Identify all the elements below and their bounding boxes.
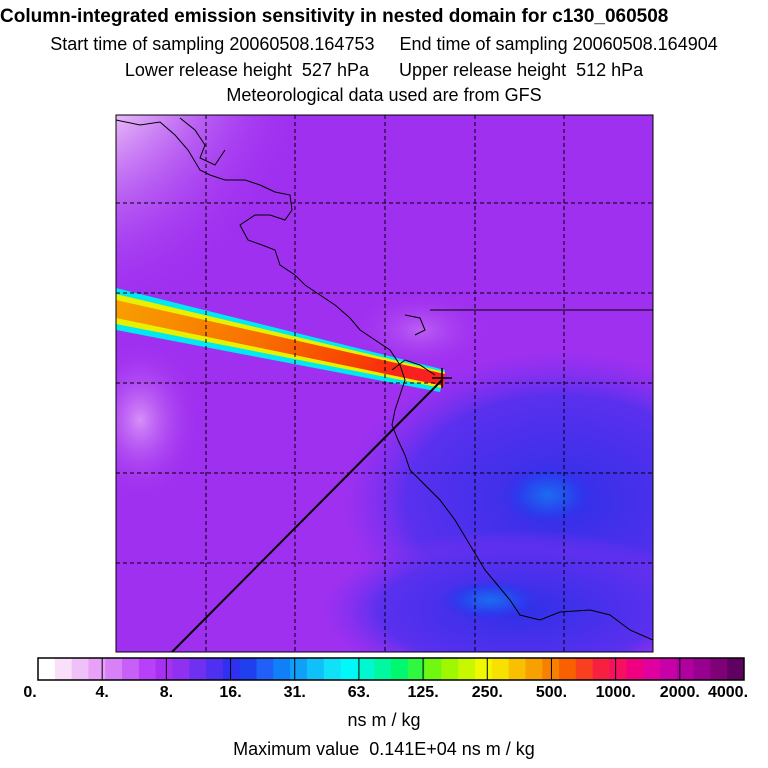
met-data-label: Meteorological data used are from GFS [226,85,542,105]
flight-track [171,379,443,652]
colorbar-cell [575,658,594,680]
colorbar-cell [391,658,409,680]
colorbar-cell [659,658,678,680]
colorbar-cell [357,658,375,680]
colorbar-tick-label: 31. [283,684,306,701]
colorbar-cell [424,658,442,680]
release-heights: Lower release height 527 hPa Upper relea… [0,60,768,81]
plume [116,288,445,392]
colorbar-cell [676,658,695,680]
colorbar-cell [222,658,241,680]
colorbar-tick-label: 1000. [595,684,636,701]
colorbar-tick-label: 4. [95,684,109,701]
colorbar-cell [38,658,56,680]
colorbar-cell [290,658,308,680]
colorbar-cell [643,658,661,680]
colorbar-cell [609,658,627,680]
page-title: Column-integrated emission sensitivity i… [0,6,669,27]
colorbar-tick-label: 8. [159,684,174,701]
colorbar-cell [458,658,476,680]
colorbar-cell [88,658,106,680]
coastlines [116,117,653,641]
start-time-label: Start time of sampling 20060508.164753 [50,34,375,54]
colorbar-tick-label: 125. [407,684,439,701]
colorbar-cell [407,658,426,680]
colorbar-cell [374,658,392,680]
colorbar-cell [256,658,274,680]
colorbar-cell [626,658,644,680]
colorbar-tick-label: 500. [535,684,568,701]
colorbar-cell [340,658,358,680]
sampling-times: Start time of sampling 20060508.164753 E… [0,34,768,55]
colorbar-cell [693,658,711,680]
colorbar-frame [37,657,745,681]
colorbar-cell [206,658,224,680]
colorbar-cell [155,658,173,680]
colorbar-cell [54,658,73,680]
colorbar-cell [323,658,342,680]
colorbar-tick-label: 63. [347,684,371,701]
colorbar-cell [710,658,728,680]
colorbar-units: ns m / kg [347,710,421,730]
receptor-marker [432,368,452,388]
lat-lon-grid [116,115,653,652]
lower-height-label: Lower release height 527 hPa [124,60,369,80]
colorbar-cell [273,658,291,680]
colorbar-cell [239,658,258,680]
colorbar-cell [525,658,543,680]
end-time-label: End time of sampling 20060508.164904 [399,34,718,54]
colorbar-tick-label: 250. [471,684,503,701]
colorbar-cell [306,658,325,680]
colorbar-cell [559,658,577,680]
colorbar-cell [71,658,89,680]
colorbar-cell [189,658,207,680]
colorbar-cell [105,658,123,680]
map-frame [115,114,654,653]
upper-height-label: Upper release height 512 hPa [399,60,644,80]
colorbar-tick-label: 2000. [659,684,700,701]
colorbar-cell [475,658,493,680]
max-value-label: Maximum value 0.141E+04 ns m / kg [233,739,535,759]
colorbar-tick-label: 16. [219,684,242,701]
colorbar-cell [491,658,510,680]
colorbar-tick-label: 4000. [707,684,749,701]
colorbar-cell [138,658,157,680]
colorbar-cell [542,658,560,680]
colorbar-cell [172,658,190,680]
colorbar-cell [592,658,611,680]
colorbar-cell [508,658,526,680]
colorbar-cell [122,658,140,680]
colorbar-tick-label: 0. [23,684,37,701]
colorbar-cell [727,658,745,680]
colorbar-cell [441,658,459,680]
